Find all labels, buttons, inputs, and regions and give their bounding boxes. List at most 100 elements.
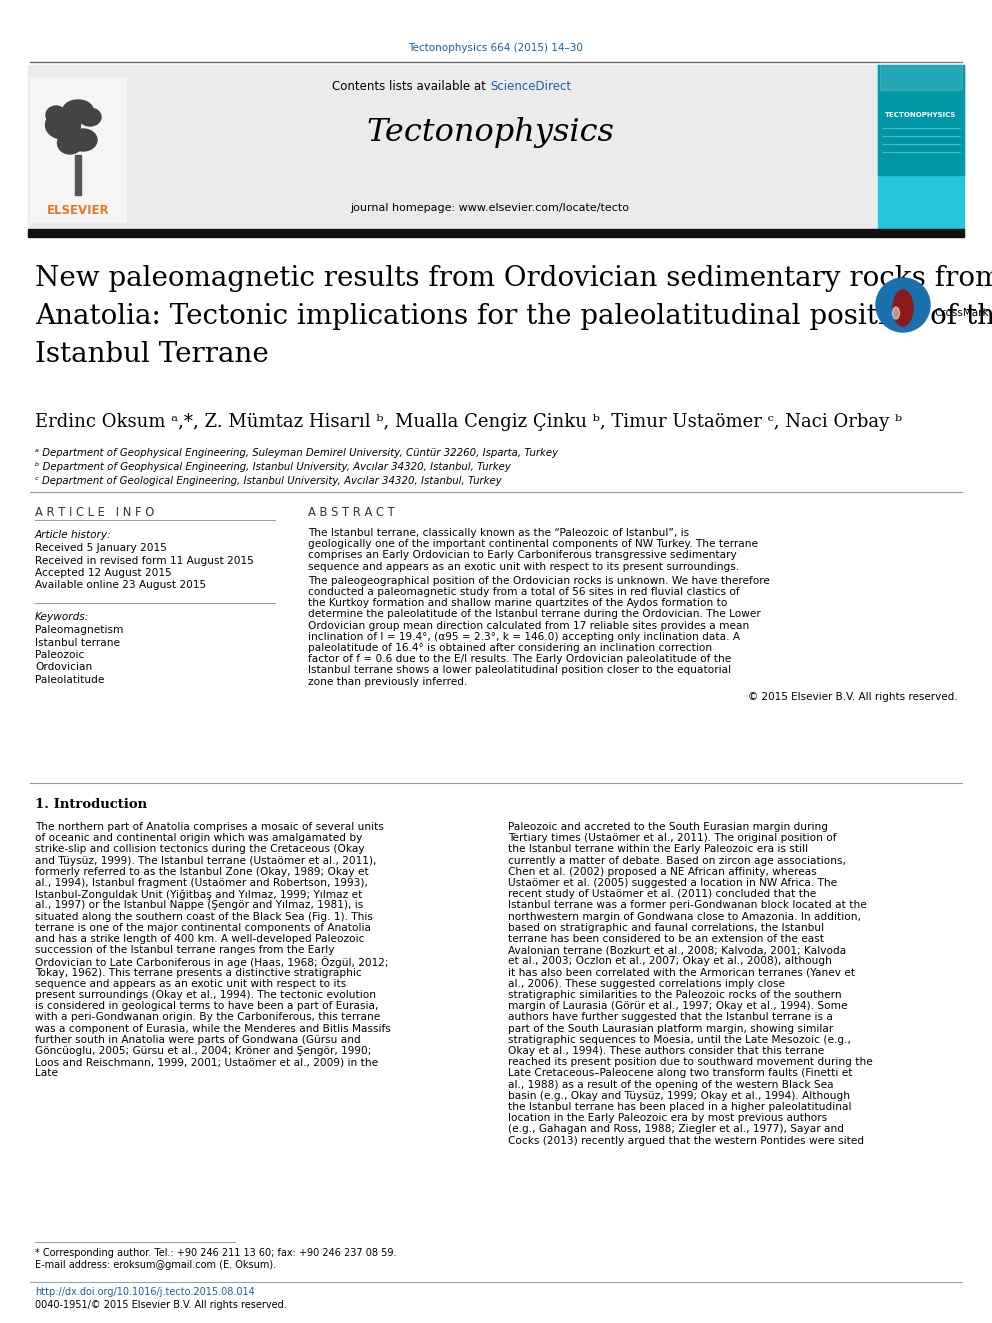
Text: A R T I C L E   I N F O: A R T I C L E I N F O bbox=[35, 505, 154, 519]
Text: Ordovician: Ordovician bbox=[35, 663, 92, 672]
Text: Istanbul terrane: Istanbul terrane bbox=[35, 638, 120, 647]
Text: New paleomagnetic results from Ordovician sedimentary rocks from NW: New paleomagnetic results from Ordovicia… bbox=[35, 265, 992, 292]
Bar bbox=[28, 229, 964, 237]
Text: determine the paleolatitude of the Istanbul terrane during the Ordovician. The L: determine the paleolatitude of the Istan… bbox=[308, 610, 761, 619]
Text: currently a matter of debate. Based on zircon age associations,: currently a matter of debate. Based on z… bbox=[508, 856, 846, 865]
Text: sequence and appears as an exotic unit with respect to its present surroundings.: sequence and appears as an exotic unit w… bbox=[308, 561, 739, 572]
Text: Tokay, 1962). This terrane presents a distinctive stratigraphic: Tokay, 1962). This terrane presents a di… bbox=[35, 967, 362, 978]
Text: Late: Late bbox=[35, 1069, 58, 1078]
Text: TECTONOPHYSICS: TECTONOPHYSICS bbox=[885, 112, 956, 118]
Text: al., 2006). These suggested correlations imply close: al., 2006). These suggested correlations… bbox=[508, 979, 785, 988]
Text: stratigraphic similarities to the Paleozoic rocks of the southern: stratigraphic similarities to the Paleoz… bbox=[508, 990, 841, 1000]
Ellipse shape bbox=[58, 132, 82, 153]
Text: journal homepage: www.elsevier.com/locate/tecto: journal homepage: www.elsevier.com/locat… bbox=[350, 202, 630, 213]
Text: © 2015 Elsevier B.V. All rights reserved.: © 2015 Elsevier B.V. All rights reserved… bbox=[748, 692, 958, 701]
Text: Ustaömer et al. (2005) suggested a location in NW Africa. The: Ustaömer et al. (2005) suggested a locat… bbox=[508, 878, 837, 888]
Text: the Kurtkoy formation and shallow marine quartzites of the Aydos formation to: the Kurtkoy formation and shallow marine… bbox=[308, 598, 727, 609]
Text: al., 1994), Istanbul fragment (Ustaömer and Robertson, 1993),: al., 1994), Istanbul fragment (Ustaömer … bbox=[35, 878, 368, 888]
Text: present surroundings (Okay et al., 1994). The tectonic evolution: present surroundings (Okay et al., 1994)… bbox=[35, 990, 376, 1000]
Text: it has also been correlated with the Armorican terranes (Yanev et: it has also been correlated with the Arm… bbox=[508, 967, 855, 978]
Text: http://dx.doi.org/10.1016/j.tecto.2015.08.014: http://dx.doi.org/10.1016/j.tecto.2015.0… bbox=[35, 1287, 255, 1297]
Text: Tertiary times (Ustaömer et al., 2011). The original position of: Tertiary times (Ustaömer et al., 2011). … bbox=[508, 833, 836, 843]
Text: and has a strike length of 400 km. A well-developed Paleozoic: and has a strike length of 400 km. A wel… bbox=[35, 934, 364, 945]
Bar bbox=[878, 65, 964, 230]
Text: Received in revised form 11 August 2015: Received in revised form 11 August 2015 bbox=[35, 556, 254, 565]
Text: terrane has been considered to be an extension of the east: terrane has been considered to be an ext… bbox=[508, 934, 824, 945]
Text: Okay et al., 1994). These authors consider that this terrane: Okay et al., 1994). These authors consid… bbox=[508, 1046, 824, 1056]
Text: was a component of Eurasia, while the Menderes and Bitlis Massifs: was a component of Eurasia, while the Me… bbox=[35, 1024, 391, 1033]
Text: Istanbul Terrane: Istanbul Terrane bbox=[35, 341, 269, 368]
Ellipse shape bbox=[79, 108, 101, 126]
Text: Ordovician to Late Carboniferous in age (Haas, 1968; Özgül, 2012;: Ordovician to Late Carboniferous in age … bbox=[35, 957, 389, 968]
Text: Avalonian terrane (Bozkurt et al., 2008; Kalvoda, 2001; Kalvoda: Avalonian terrane (Bozkurt et al., 2008;… bbox=[508, 945, 846, 955]
Text: Chen et al. (2002) proposed a NE African affinity, whereas: Chen et al. (2002) proposed a NE African… bbox=[508, 867, 816, 877]
Text: The paleogeographical position of the Ordovician rocks is unknown. We have there: The paleogeographical position of the Or… bbox=[308, 576, 770, 586]
Ellipse shape bbox=[63, 101, 93, 120]
Text: Anatolia: Tectonic implications for the paleolatitudinal position of the: Anatolia: Tectonic implications for the … bbox=[35, 303, 992, 329]
Bar bbox=[880, 34, 962, 90]
Text: factor of f = 0.6 due to the E/I results. The Early Ordovician paleolatitude of : factor of f = 0.6 due to the E/I results… bbox=[308, 654, 731, 664]
Bar bbox=[878, 65, 964, 175]
Text: strike-slip and collision tectonics during the Cretaceous (Okay: strike-slip and collision tectonics duri… bbox=[35, 844, 365, 855]
Ellipse shape bbox=[893, 307, 900, 319]
Bar bbox=[75, 155, 81, 194]
Text: et al., 2003; Oczlon et al., 2007; Okay et al., 2008), although: et al., 2003; Oczlon et al., 2007; Okay … bbox=[508, 957, 832, 966]
Bar bbox=[128, 65, 878, 230]
Text: CrossMark: CrossMark bbox=[934, 308, 989, 318]
Text: al., 1997) or the Istanbul Nappe (Şengör and Yılmaz, 1981), is: al., 1997) or the Istanbul Nappe (Şengör… bbox=[35, 901, 363, 910]
Text: The Istanbul terrane, classically known as the “Paleozoic of Istanbul”, is: The Istanbul terrane, classically known … bbox=[308, 528, 689, 538]
Text: Paleozoic: Paleozoic bbox=[35, 650, 84, 660]
Text: geologically one of the important continental components of NW Turkey. The terra: geologically one of the important contin… bbox=[308, 540, 758, 549]
Text: Erdinc Oksum ᵃ,*, Z. Mümtaz Hisarıl ᵇ, Mualla Cengiz Çinku ᵇ, Timur Ustaömer ᶜ, : Erdinc Oksum ᵃ,*, Z. Mümtaz Hisarıl ᵇ, M… bbox=[35, 413, 902, 431]
Text: (e.g., Gahagan and Ross, 1988; Ziegler et al., 1977), Sayar and: (e.g., Gahagan and Ross, 1988; Ziegler e… bbox=[508, 1125, 844, 1134]
Text: the Istanbul terrane within the Early Paleozoic era is still: the Istanbul terrane within the Early Pa… bbox=[508, 844, 808, 855]
Text: Göncüoglu, 2005; Gürsu et al., 2004; Kröner and Şengör, 1990;: Göncüoglu, 2005; Gürsu et al., 2004; Krö… bbox=[35, 1046, 371, 1056]
Bar bbox=[28, 65, 128, 230]
Circle shape bbox=[876, 278, 930, 332]
Text: stratigraphic sequences to Moesia, until the Late Mesozoic (e.g.,: stratigraphic sequences to Moesia, until… bbox=[508, 1035, 851, 1045]
Text: formerly referred to as the Istanbul Zone (Okay, 1989; Okay et: formerly referred to as the Istanbul Zon… bbox=[35, 867, 369, 877]
Text: recent study of Ustaömer et al. (2011) concluded that the: recent study of Ustaömer et al. (2011) c… bbox=[508, 889, 816, 900]
Text: part of the South Laurasian platform margin, showing similar: part of the South Laurasian platform mar… bbox=[508, 1024, 833, 1033]
Text: The northern part of Anatolia comprises a mosaic of several units: The northern part of Anatolia comprises … bbox=[35, 822, 384, 832]
Text: Contents lists available at: Contents lists available at bbox=[332, 79, 490, 93]
Text: ᵇ Department of Geophysical Engineering, Istanbul University, Avcılar 34320, Ist: ᵇ Department of Geophysical Engineering,… bbox=[35, 462, 511, 472]
Bar bbox=[30, 77, 126, 222]
Text: with a peri-Gondwanan origin. By the Carboniferous, this terrane: with a peri-Gondwanan origin. By the Car… bbox=[35, 1012, 380, 1023]
Text: Istanbul terrane was a former peri-Gondwanan block located at the: Istanbul terrane was a former peri-Gondw… bbox=[508, 901, 867, 910]
Text: ScienceDirect: ScienceDirect bbox=[490, 79, 571, 93]
Ellipse shape bbox=[46, 111, 80, 139]
Text: Paleozoic and accreted to the South Eurasian margin during: Paleozoic and accreted to the South Eura… bbox=[508, 822, 828, 832]
Text: is considered in geological terms to have been a part of Eurasia,: is considered in geological terms to hav… bbox=[35, 1002, 378, 1011]
Ellipse shape bbox=[69, 130, 97, 151]
Text: conducted a paleomagnetic study from a total of 56 sites in red fluvial clastics: conducted a paleomagnetic study from a t… bbox=[308, 587, 740, 597]
Text: Late Cretaceous–Paleocene along two transform faults (Finetti et: Late Cretaceous–Paleocene along two tran… bbox=[508, 1069, 852, 1078]
Text: Article history:: Article history: bbox=[35, 531, 112, 540]
Text: Paleolatitude: Paleolatitude bbox=[35, 675, 104, 685]
Text: Received 5 January 2015: Received 5 January 2015 bbox=[35, 542, 167, 553]
Text: al., 1988) as a result of the opening of the western Black Sea: al., 1988) as a result of the opening of… bbox=[508, 1080, 833, 1090]
Text: ᵃ Department of Geophysical Engineering, Suleyman Demirel University, Cüntür 322: ᵃ Department of Geophysical Engineering,… bbox=[35, 448, 558, 458]
Text: further south in Anatolia were parts of Gondwana (Gürsu and: further south in Anatolia were parts of … bbox=[35, 1035, 361, 1045]
Text: zone than previously inferred.: zone than previously inferred. bbox=[308, 676, 467, 687]
Text: Available online 23 August 2015: Available online 23 August 2015 bbox=[35, 581, 206, 590]
Text: margin of Laurasia (Görür et al., 1997; Okay et al., 1994). Some: margin of Laurasia (Görür et al., 1997; … bbox=[508, 1002, 847, 1011]
Text: Paleomagnetism: Paleomagnetism bbox=[35, 624, 123, 635]
Text: 0040-1951/© 2015 Elsevier B.V. All rights reserved.: 0040-1951/© 2015 Elsevier B.V. All right… bbox=[35, 1301, 287, 1310]
Ellipse shape bbox=[46, 106, 66, 124]
Text: Ordovician group mean direction calculated from 17 reliable sites provides a mea: Ordovician group mean direction calculat… bbox=[308, 620, 749, 631]
Text: A B S T R A C T: A B S T R A C T bbox=[308, 505, 395, 519]
Text: reached its present position due to southward movement during the: reached its present position due to sout… bbox=[508, 1057, 873, 1068]
Text: sequence and appears as an exotic unit with respect to its: sequence and appears as an exotic unit w… bbox=[35, 979, 346, 988]
Text: inclination of I = 19.4°, (α95 = 2.3°, k = 146.0) accepting only inclination dat: inclination of I = 19.4°, (α95 = 2.3°, k… bbox=[308, 632, 740, 642]
Text: paleolatitude of 16.4° is obtained after considering an inclination correction: paleolatitude of 16.4° is obtained after… bbox=[308, 643, 712, 654]
Text: ᶜ Department of Geological Engineering, Istanbul University, Avcılar 34320, Ista: ᶜ Department of Geological Engineering, … bbox=[35, 476, 502, 486]
Text: of oceanic and continental origin which was amalgamated by: of oceanic and continental origin which … bbox=[35, 833, 362, 843]
Text: E-mail address: eroksum@gmail.com (E. Oksum).: E-mail address: eroksum@gmail.com (E. Ok… bbox=[35, 1259, 276, 1270]
Text: Accepted 12 August 2015: Accepted 12 August 2015 bbox=[35, 568, 172, 578]
Text: * Corresponding author. Tel.: +90 246 211 13 60; fax: +90 246 237 08 59.: * Corresponding author. Tel.: +90 246 21… bbox=[35, 1248, 397, 1258]
Text: Loos and Reischmann, 1999, 2001; Ustaömer et al., 2009) in the: Loos and Reischmann, 1999, 2001; Ustaöme… bbox=[35, 1057, 378, 1068]
Text: Cocks (2013) recently argued that the western Pontides were sited: Cocks (2013) recently argued that the we… bbox=[508, 1135, 864, 1146]
Text: basin (e.g., Okay and Tüysüz, 1999; Okay et al., 1994). Although: basin (e.g., Okay and Tüysüz, 1999; Okay… bbox=[508, 1090, 850, 1101]
Text: Keywords:: Keywords: bbox=[35, 613, 89, 622]
